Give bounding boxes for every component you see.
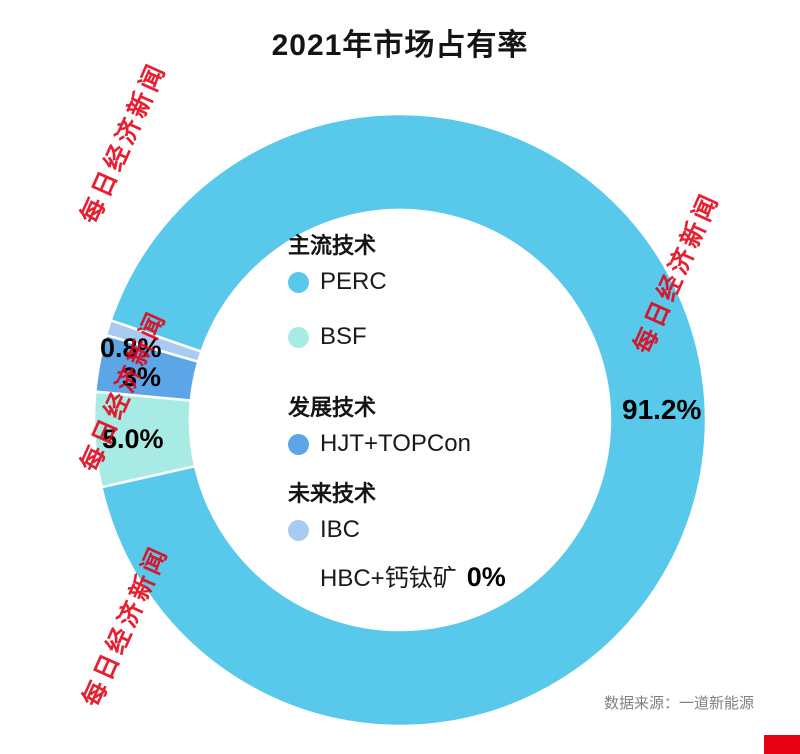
legend-item-label: HBC+钙钛矿 — [320, 565, 457, 592]
legend-item-label: IBC — [320, 516, 361, 543]
legend-item-label: HJT+TOPCon — [320, 430, 471, 457]
legend-item-ibc: IBC — [288, 516, 360, 544]
label-hjt-percent: 3% — [122, 362, 162, 392]
legend-heading-mainstream: 主流技术 — [288, 233, 377, 258]
legend-heading-future: 未来技术 — [288, 481, 377, 506]
donut-segment-PERC — [99, 112, 708, 728]
legend-item-hjt-topcon: HJT+TOPCon — [288, 430, 471, 458]
donut-segment-IBC — [104, 318, 204, 364]
label-bsf-percent: 5.0% — [102, 424, 164, 454]
chart-title: 2021年市场占有率 — [271, 29, 529, 62]
legend-item-hbc-perovskite: HBC+钙钛矿 0% — [320, 558, 506, 593]
red-corner-logo-block — [764, 735, 800, 754]
legend-item-perc: PERC — [288, 268, 387, 296]
data-source-caption: 数据来源：一道新能源 — [603, 695, 754, 712]
perc-color-dot — [288, 271, 309, 293]
donut-chart — [92, 112, 708, 728]
bsf-color-dot — [288, 326, 309, 348]
legend-item-bsf: BSF — [288, 323, 367, 351]
label-ibc-percent: 0.8% — [100, 333, 162, 363]
ibc-color-dot — [288, 519, 309, 541]
hjt-color-dot — [288, 433, 309, 455]
label-perc-percent: 91.2% — [622, 394, 702, 425]
legend-item-label: BSF — [320, 323, 367, 350]
legend-item-label: PERC — [320, 268, 387, 295]
legend-heading-developing: 发展技术 — [288, 395, 377, 420]
label-hbc-percent: 0% — [466, 562, 506, 592]
